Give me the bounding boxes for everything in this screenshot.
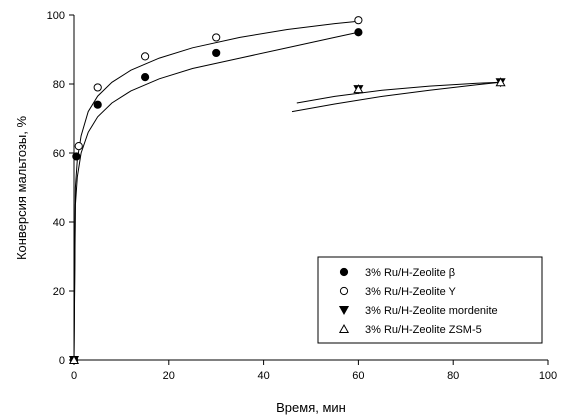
y-tick-label: 40 [53,217,65,229]
data-point-series-2 [212,33,221,42]
data-point-series-4 [495,77,506,87]
data-point-series-4 [68,354,80,364]
x-tick-label: 20 [163,370,175,382]
data-point-series-2 [141,52,150,61]
legend-label: 3% Ru/H-Zeolite ZSM-5 [365,324,482,336]
data-point-series-2 [93,83,102,92]
legend: 3% Ru/H-Zeolite β 3% Ru/H-Zeolite Y 3% Ru/… [317,256,543,344]
y-tick-label: 0 [59,355,65,367]
y-ticks: 0 20 40 60 80 100 [47,10,74,367]
data-point-series-2 [74,142,83,151]
x-tick-label: 40 [257,370,269,382]
x-tick-label: 60 [352,370,364,382]
legend-marker [338,306,350,316]
legend-marker [338,323,350,333]
data-point-series-1 [212,48,221,58]
legend-box [317,256,543,344]
fit-curve-series-3 [296,81,501,104]
data-point-series-1 [141,73,150,82]
data-points [68,16,506,366]
legend-marker [339,286,349,296]
data-point-series-2 [354,16,363,25]
y-axis-title: Конверсия мальтозы, % [14,116,29,261]
x-tick-label: 80 [447,370,459,382]
legend-label: 3% Ru/H-Zeolite Y [365,286,457,298]
data-point-series-1 [93,100,102,109]
legend-marker [339,267,349,277]
x-ticks: 0 20 40 60 80 100 [71,360,557,382]
y-tick-label: 20 [53,286,65,298]
fit-curve-series-1 [73,31,359,361]
x-tick-label: 0 [71,370,77,382]
legend-label: 3% Ru/H-Zeolite mordenite [365,305,498,317]
y-tick-label: 100 [47,10,65,22]
x-axis-title: Время, мин [276,400,346,415]
x-tick-label: 100 [539,370,557,382]
y-tick-label: 80 [53,79,65,91]
data-point-series-4 [353,84,364,94]
y-tick-label: 60 [53,148,65,160]
legend-label: 3% Ru/H-Zeolite β [365,267,455,279]
data-point-series-1 [72,152,81,161]
fit-curve-series-2 [73,20,359,361]
fit-curve-series-4 [291,81,501,113]
data-point-series-1 [354,28,363,37]
